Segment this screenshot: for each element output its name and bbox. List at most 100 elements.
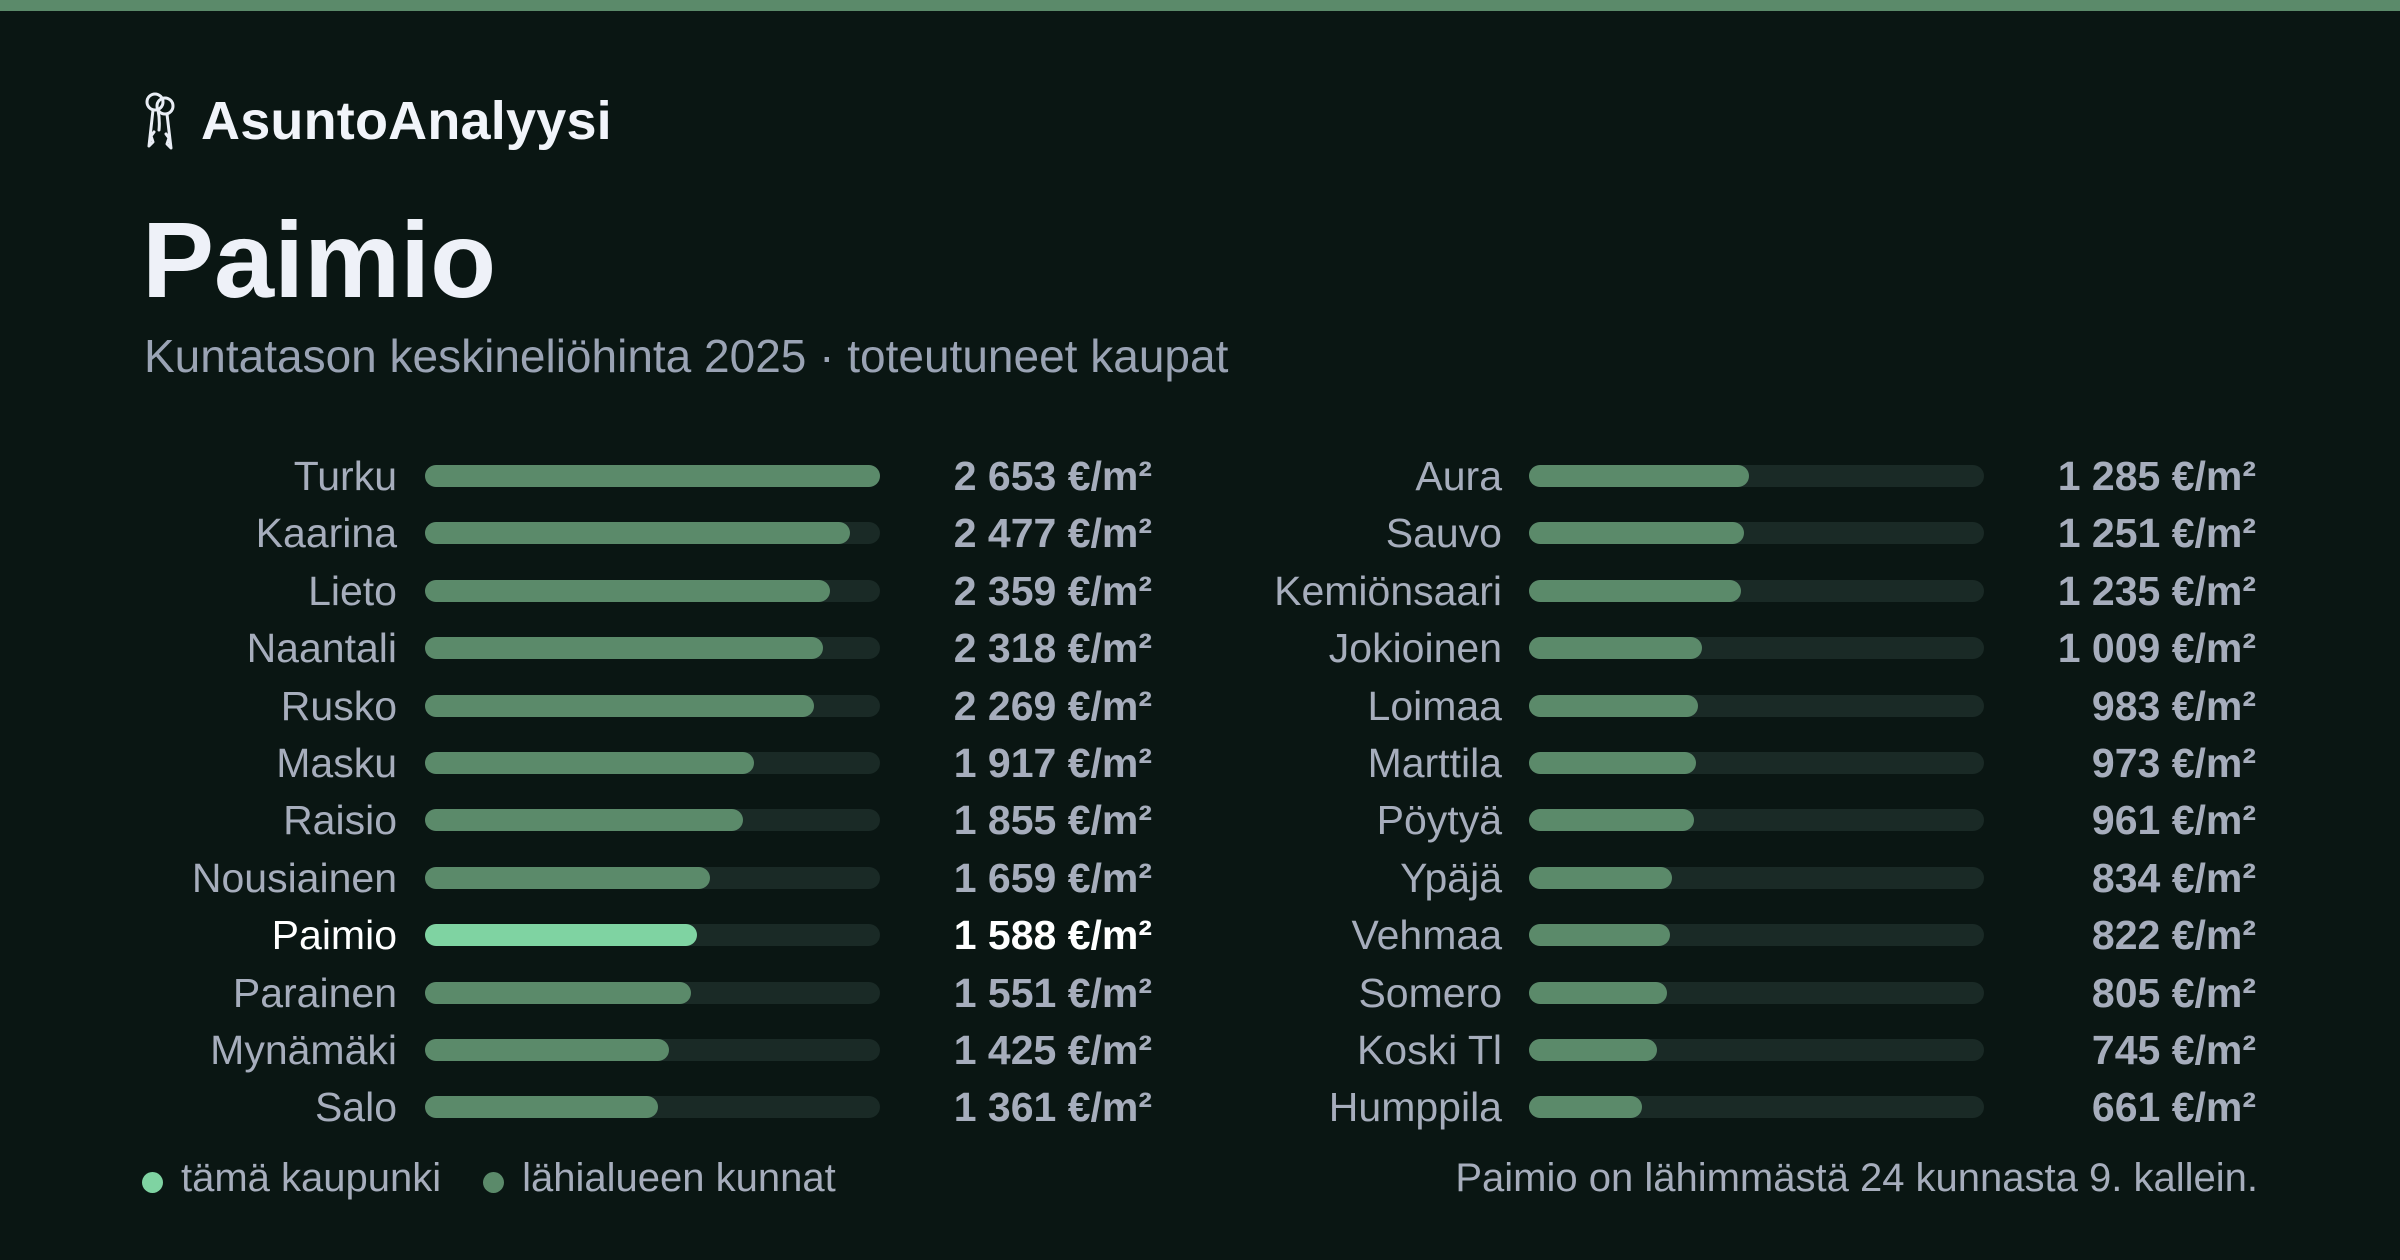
bar-value-paimio: 1 588 €/m² [953, 912, 1152, 959]
bar-ypaja [1529, 866, 1673, 889]
bar-raisio [425, 809, 744, 832]
chart-legend: tämä kaupunki lähialueen kunnat [142, 1150, 878, 1206]
brand-name: AsuntoAnalyysi [201, 91, 612, 151]
bar-value-lieto: 2 359 €/m² [953, 567, 1152, 614]
bar-row-jokioinen: Jokioinen 1 009 €/m² [0, 619, 2400, 677]
bar-row-parainen: Parainen 1 551 €/m² [0, 964, 2400, 1022]
bar-value-somero: 805 €/m² [2091, 969, 2256, 1016]
bar-track-loimaa [1529, 694, 1984, 717]
bar-row-loimaa: Loimaa 983 €/m² [0, 677, 2400, 735]
bar-track-mynamaki [425, 1039, 880, 1061]
bar-label-turku: Turku [293, 453, 397, 499]
bar-row-rusko: Rusko 2 269 €/m² [0, 677, 2400, 735]
bar-label-nousiainen: Nousiainen [191, 854, 397, 901]
bar-label-marttila: Marttila [1367, 740, 1502, 786]
bar-track-sauvo [1529, 522, 1984, 545]
bar-track-lieto [425, 579, 880, 602]
bar-row-mynamaki: Mynämäki 1 425 €/m² [0, 1021, 2400, 1079]
bar-track-naantali [425, 637, 880, 660]
bar-row-marttila: Marttila 973 €/m² [0, 734, 2400, 792]
bar-label-loimaa: Loimaa [1367, 682, 1502, 729]
bar-track-turku [425, 465, 880, 487]
bar-label-kaarina: Kaarina [255, 510, 397, 557]
bar-value-humppila: 661 €/m² [2091, 1084, 2256, 1131]
bar-track-aura [1529, 465, 1984, 487]
bar-koski-tl [1529, 1039, 1657, 1061]
bar-row-kemionsaari: Kemiönsaari 1 235 €/m² [0, 562, 2400, 620]
bar-label-naantali: Naantali [246, 625, 397, 672]
keys-icon [145, 92, 175, 150]
bar-somero [1529, 981, 1668, 1004]
bar-loimaa [1529, 694, 1698, 717]
bar-value-loimaa: 983 €/m² [2091, 682, 2256, 729]
bar-label-somero: Somero [1358, 969, 1502, 1016]
bar-value-kemionsaari: 1 235 €/m² [2057, 567, 2256, 614]
bar-value-vehmaa: 822 €/m² [2091, 912, 2256, 959]
top-accent-stripe [0, 0, 2400, 11]
bar-value-poytya: 961 €/m² [2091, 797, 2256, 844]
bar-rusko [425, 694, 815, 717]
bar-label-koski-tl: Koski Tl [1356, 1027, 1502, 1073]
bar-jokioinen [1529, 637, 1703, 660]
bar-value-mynamaki: 1 425 €/m² [953, 1027, 1152, 1073]
bar-label-mynamaki: Mynämäki [210, 1027, 397, 1073]
bar-value-parainen: 1 551 €/m² [953, 969, 1152, 1016]
bar-value-koski-tl: 745 €/m² [2091, 1027, 2256, 1073]
bar-poytya [1529, 809, 1694, 832]
bar-value-turku: 2 653 €/m² [953, 453, 1152, 499]
bar-masku [425, 752, 754, 774]
legend-dot-this-city [142, 1171, 163, 1193]
bar-naantali [425, 637, 823, 660]
bar-row-koski-tl: Koski Tl 745 €/m² [0, 1021, 2400, 1079]
bar-row-turku: Turku 2 653 €/m² [0, 447, 2400, 505]
bar-value-aura: 1 285 €/m² [2057, 453, 2256, 499]
bar-humppila [1529, 1096, 1643, 1119]
bar-label-salo: Salo [314, 1084, 397, 1131]
bar-sauvo [1529, 522, 1744, 545]
bar-vehmaa [1529, 924, 1670, 947]
bar-row-naantali: Naantali 2 318 €/m² [0, 619, 2400, 677]
legend-label-this-city: tämä kaupunki [181, 1155, 442, 1200]
bar-row-humppila: Humppila 661 €/m² [0, 1078, 2400, 1136]
bar-value-nousiainen: 1 659 €/m² [953, 854, 1152, 901]
bar-row-raisio: Raisio 1 855 €/m² [0, 791, 2400, 849]
bar-label-humppila: Humppila [1328, 1084, 1502, 1131]
bar-parainen [425, 981, 691, 1004]
legend-label-neighbors: lähialueen kunnat [522, 1155, 836, 1200]
bar-row-aura: Aura 1 285 €/m² [0, 447, 2400, 505]
bar-value-raisio: 1 855 €/m² [953, 797, 1152, 844]
bar-marttila [1529, 752, 1696, 774]
bar-track-vehmaa [1529, 924, 1984, 947]
bar-value-kaarina: 2 477 €/m² [953, 510, 1152, 557]
bar-track-paimio [425, 924, 880, 947]
page-subtitle: Kuntatason keskineliöhinta 2025 · toteut… [144, 330, 1229, 382]
bar-value-ypaja: 834 €/m² [2091, 854, 2256, 901]
bar-label-sauvo: Sauvo [1385, 510, 1502, 557]
bar-value-jokioinen: 1 009 €/m² [2057, 625, 2256, 672]
bar-kemionsaari [1529, 579, 1741, 602]
bar-label-masku: Masku [276, 740, 397, 786]
bar-track-raisio [425, 809, 880, 832]
bar-label-poytya: Pöytyä [1376, 797, 1502, 844]
legend-item-this-city: tämä kaupunki [142, 1156, 441, 1201]
bar-label-kemionsaari: Kemiönsaari [1274, 567, 1502, 614]
bar-track-rusko [425, 694, 880, 717]
bar-track-somero [1529, 981, 1984, 1004]
bar-label-lieto: Lieto [308, 567, 397, 614]
bar-value-naantali: 2 318 €/m² [953, 625, 1152, 672]
bar-nousiainen [425, 866, 710, 889]
bar-label-vehmaa: Vehmaa [1351, 912, 1502, 959]
bar-row-salo: Salo 1 361 €/m² [0, 1078, 2400, 1136]
legend-dot-neighbors [483, 1171, 505, 1193]
bar-row-vehmaa: Vehmaa 822 €/m² [0, 906, 2400, 964]
bar-label-aura: Aura [1415, 453, 1502, 499]
bar-aura [1529, 465, 1750, 487]
bar-salo [425, 1096, 659, 1119]
bar-mynamaki [425, 1039, 670, 1061]
bar-track-kemionsaari [1529, 579, 1984, 602]
bar-row-poytya: Pöytyä 961 €/m² [0, 791, 2400, 849]
bar-row-masku: Masku 1 917 €/m² [0, 734, 2400, 792]
bar-row-paimio: Paimio 1 588 €/m² [0, 906, 2400, 964]
bar-track-kaarina [425, 522, 880, 545]
bar-value-rusko: 2 269 €/m² [953, 682, 1152, 729]
